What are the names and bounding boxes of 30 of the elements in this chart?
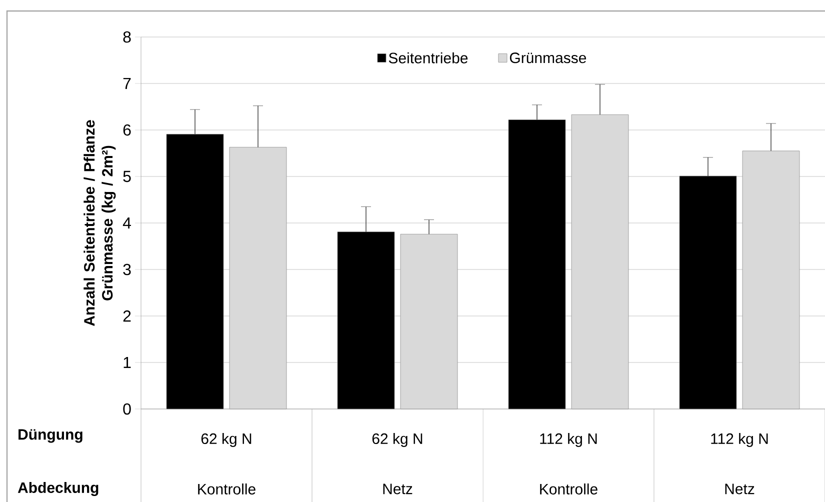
bar <box>571 114 629 410</box>
bar <box>742 150 800 410</box>
text: Netz <box>725 484 754 494</box>
bar <box>229 146 287 410</box>
text: Netz <box>383 484 412 494</box>
legend-label: Seitentriebe <box>388 52 468 64</box>
bar <box>337 232 395 410</box>
text: Kontrolle <box>540 483 598 494</box>
bar <box>508 120 566 410</box>
y-tick-label: 7 <box>123 78 131 89</box>
y-tick-label: 6 <box>123 124 131 136</box>
legend-label: Grünmasse <box>510 52 586 64</box>
y-tick-label: 8 <box>123 31 131 43</box>
x-tick-label: 112 kg N <box>540 432 597 447</box>
x-tick-label: 62 kg N <box>372 432 422 447</box>
bar <box>679 176 737 410</box>
y-tick-label: 2 <box>123 310 131 322</box>
y-tick-label: 1 <box>124 356 131 368</box>
y-axis-title: Anzahl Seitentriebe / Pflanze Grünmasse (kg / 2m²) <box>84 120 116 326</box>
text: Abdeckung <box>18 482 98 496</box>
x-tick-label: 112 kg N <box>711 432 768 447</box>
y-tick-label: 0 <box>123 403 131 415</box>
y-tick-label: 4 <box>122 217 131 228</box>
bar <box>166 134 224 410</box>
y-tick-label: 3 <box>123 264 131 276</box>
bar <box>400 234 458 410</box>
text: Düngung <box>18 429 82 443</box>
x-tick-label: 62 kg N <box>201 432 252 447</box>
text: Kontrolle <box>198 483 256 494</box>
y-tick-label: 5 <box>123 170 131 182</box>
